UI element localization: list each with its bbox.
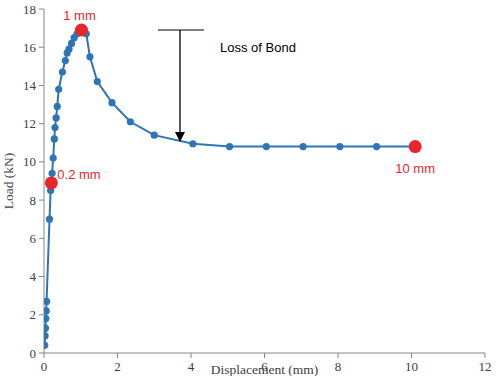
x-tick-label: 0 xyxy=(41,359,48,374)
x-tick-label: 2 xyxy=(114,359,121,374)
series-marker xyxy=(44,315,49,322)
series-marker xyxy=(86,53,93,60)
series-marker xyxy=(299,143,306,150)
x-tick-label: 8 xyxy=(335,359,342,374)
chart-container: 024681012141618024681012Displacement (mm… xyxy=(0,0,500,376)
y-tick xyxy=(39,353,44,354)
y-tick xyxy=(39,47,44,48)
series-marker xyxy=(189,140,196,147)
y-axis-label: Load (kN) xyxy=(1,153,16,210)
highlight-label: 10 mm xyxy=(395,161,435,176)
y-tick-label: 10 xyxy=(23,154,36,169)
plot-data xyxy=(44,24,422,349)
x-tick xyxy=(411,353,412,358)
x-tick-label: 4 xyxy=(188,359,195,374)
series-marker xyxy=(51,124,58,131)
chart-svg: 024681012141618024681012Displacement (mm… xyxy=(0,0,500,376)
series-marker xyxy=(44,307,50,314)
series-line xyxy=(45,30,415,345)
x-axis-label: Displacement (mm) xyxy=(211,362,319,376)
y-tick xyxy=(39,161,44,162)
series-marker xyxy=(44,325,49,332)
x-tick xyxy=(485,353,486,358)
series-marker xyxy=(48,170,55,177)
highlight-point xyxy=(409,140,422,153)
x-tick xyxy=(264,353,265,358)
y-tick xyxy=(39,276,44,277)
y-tick xyxy=(39,200,44,201)
y-tick xyxy=(39,314,44,315)
annotation-arrow xyxy=(179,30,180,141)
series-marker xyxy=(55,86,62,93)
y-tick-label: 4 xyxy=(30,269,37,284)
y-tick-label: 2 xyxy=(30,307,37,322)
y-tick-label: 0 xyxy=(30,346,37,361)
series-marker xyxy=(44,342,48,349)
series-marker xyxy=(108,99,115,106)
y-tick xyxy=(39,123,44,124)
series-marker xyxy=(59,68,66,75)
y-tick xyxy=(39,85,44,86)
series-marker xyxy=(54,103,61,110)
y-tick-label: 16 xyxy=(23,40,37,55)
y-tick-label: 6 xyxy=(30,231,37,246)
series-marker xyxy=(151,132,158,139)
series-marker xyxy=(44,298,50,305)
series-marker xyxy=(94,78,101,85)
series-marker xyxy=(53,114,60,121)
y-tick xyxy=(39,9,44,10)
series-marker xyxy=(62,57,69,64)
series-marker xyxy=(44,332,49,339)
highlight-point xyxy=(75,24,88,37)
series-marker xyxy=(127,118,134,125)
series-marker xyxy=(51,135,58,142)
series-marker xyxy=(50,154,57,161)
series-marker xyxy=(336,143,343,150)
x-tick xyxy=(44,353,45,358)
highlight-label: 0.2 mm xyxy=(57,167,100,182)
x-tick xyxy=(191,353,192,358)
y-tick-label: 8 xyxy=(30,193,37,208)
series-marker xyxy=(373,143,380,150)
x-tick-label: 12 xyxy=(479,359,492,374)
series-marker xyxy=(46,216,53,223)
x-tick-label: 10 xyxy=(405,359,418,374)
annotation-label: Loss of Bond xyxy=(220,40,296,55)
x-tick xyxy=(338,353,339,358)
y-tick xyxy=(39,238,44,239)
highlight-point xyxy=(45,176,58,189)
series-marker xyxy=(263,143,270,150)
y-tick-label: 14 xyxy=(23,78,37,93)
highlight-label: 1 mm xyxy=(63,8,96,23)
y-tick-label: 18 xyxy=(23,2,36,17)
series-marker xyxy=(226,143,233,150)
x-tick xyxy=(117,353,118,358)
y-tick-label: 12 xyxy=(23,116,36,131)
annotation-bar xyxy=(158,30,204,31)
